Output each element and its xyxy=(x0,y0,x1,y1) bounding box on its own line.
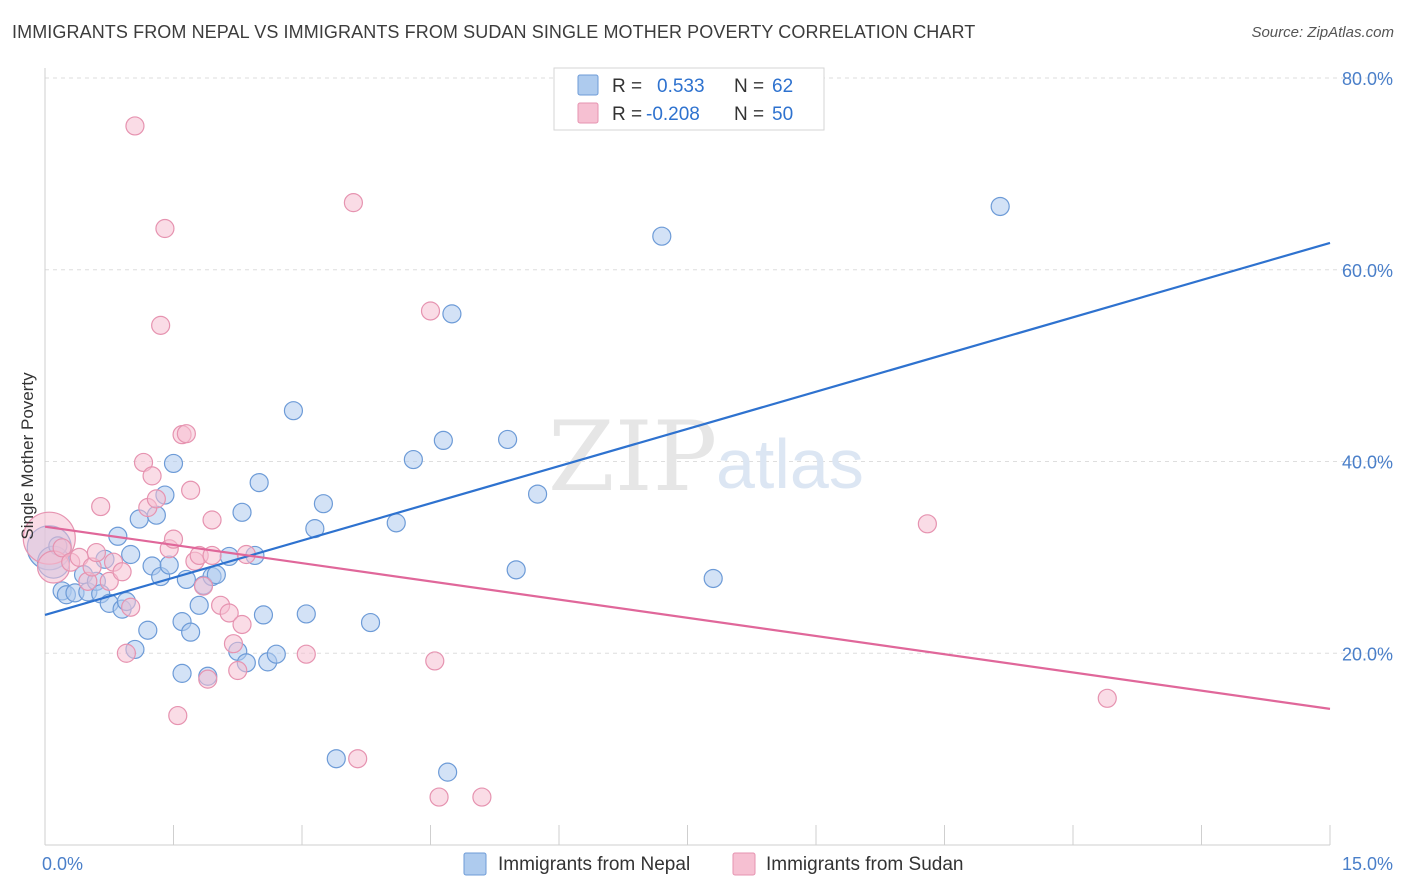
data-point xyxy=(172,663,192,683)
stats-legend-n-value-nepal: 62 xyxy=(772,76,793,97)
data-point xyxy=(193,576,214,596)
y-tick-label: 80.0% xyxy=(1342,69,1393,89)
watermark: ZIP atlas xyxy=(548,401,864,513)
data-point xyxy=(138,620,158,640)
data-point xyxy=(296,604,316,624)
data-point xyxy=(313,494,334,514)
stats-legend-r-value-nepal: 0.533 xyxy=(657,76,705,97)
data-point xyxy=(348,749,368,769)
data-point xyxy=(99,571,119,591)
legend-label-nepal: Immigrants from Nepal xyxy=(498,854,690,875)
data-point xyxy=(527,484,548,504)
data-point xyxy=(1097,688,1117,708)
data-point xyxy=(133,452,154,473)
data-point xyxy=(249,472,269,493)
data-point xyxy=(498,429,518,450)
y-tick-label: 40.0% xyxy=(1342,453,1393,473)
watermark-zip: ZIP xyxy=(548,401,717,513)
data-point xyxy=(121,544,141,565)
trend-line-sudan xyxy=(44,525,1331,710)
stats-legend-swatch-nepal xyxy=(577,74,599,96)
data-point xyxy=(223,634,244,654)
data-point xyxy=(146,489,166,509)
stats-legend-r-label-sudan: R = xyxy=(612,104,642,125)
stats-legend-n-value-sudan: 50 xyxy=(772,104,793,125)
data-point xyxy=(343,193,363,213)
trend-lines xyxy=(44,241,1331,710)
data-point xyxy=(202,510,222,530)
data-point xyxy=(283,401,304,421)
data-point xyxy=(917,514,937,534)
data-point xyxy=(652,226,672,246)
grid-lines xyxy=(45,77,1392,654)
data-point xyxy=(228,660,248,681)
stats-legend: R = 0.533 N = 62 R = -0.208 N = 50 xyxy=(553,67,825,131)
data-point xyxy=(181,480,201,500)
data-point xyxy=(168,705,188,726)
legend-swatch-sudan xyxy=(732,852,756,876)
data-point xyxy=(112,562,132,582)
data-point xyxy=(159,555,179,575)
data-point xyxy=(155,218,175,239)
data-point xyxy=(121,597,141,617)
data-point xyxy=(176,424,196,444)
data-point xyxy=(116,643,136,663)
data-point xyxy=(403,449,423,470)
watermark-atlas: atlas xyxy=(716,425,864,503)
data-point xyxy=(990,196,1010,217)
data-point xyxy=(442,304,462,324)
trend-line-nepal xyxy=(44,241,1331,616)
stats-legend-box xyxy=(553,67,825,131)
data-point xyxy=(438,762,458,782)
data-point xyxy=(386,513,406,533)
y-axis-label: Single Mother Poverty xyxy=(18,372,37,540)
data-point xyxy=(429,787,449,807)
data-point xyxy=(360,612,381,633)
data-point xyxy=(296,644,316,664)
data-point xyxy=(181,622,201,642)
tick-labels: 20.0% 40.0% 60.0% 80.0% 0.0% 15.0% xyxy=(42,69,1393,874)
data-point xyxy=(433,430,453,451)
x-tick-label: 0.0% xyxy=(42,854,83,874)
data-point xyxy=(232,614,252,635)
series-legend: Immigrants from Nepal Immigrants from Su… xyxy=(463,852,963,876)
y-tick-label: 60.0% xyxy=(1342,261,1393,281)
data-point xyxy=(425,651,445,671)
chart-title: IMMIGRANTS FROM NEPAL VS IMMIGRANTS FROM… xyxy=(12,22,976,42)
data-point xyxy=(219,603,239,623)
data-point xyxy=(52,538,72,558)
data-point xyxy=(326,749,346,769)
data-point xyxy=(91,496,111,517)
chart-source: Source: ZipAtlas.com xyxy=(1251,24,1394,41)
stats-legend-n-label-nepal: N = xyxy=(734,76,764,97)
data-point xyxy=(506,560,526,580)
data-point xyxy=(232,502,252,522)
stats-legend-n-label-sudan: N = xyxy=(734,104,764,125)
stats-legend-swatch-sudan xyxy=(577,102,599,124)
data-point xyxy=(125,116,145,136)
data-point xyxy=(253,605,274,625)
series-sudan-points xyxy=(22,116,1117,807)
stats-legend-r-label-nepal: R = xyxy=(612,76,642,97)
legend-label-sudan: Immigrants from Sudan xyxy=(766,854,963,875)
data-point xyxy=(703,568,723,589)
data-point xyxy=(266,644,286,664)
stats-legend-r-value-sudan: -0.208 xyxy=(646,104,700,125)
data-point xyxy=(472,787,492,807)
data-point xyxy=(142,466,162,486)
data-point xyxy=(189,595,209,615)
data-point xyxy=(198,669,218,689)
data-point xyxy=(86,542,107,563)
data-point xyxy=(420,301,441,321)
x-tick-label: 15.0% xyxy=(1342,854,1393,874)
axes xyxy=(44,68,1331,846)
legend-swatch-nepal xyxy=(463,852,487,876)
data-point xyxy=(151,315,171,335)
y-tick-label: 20.0% xyxy=(1342,644,1393,664)
data-point xyxy=(163,453,184,474)
